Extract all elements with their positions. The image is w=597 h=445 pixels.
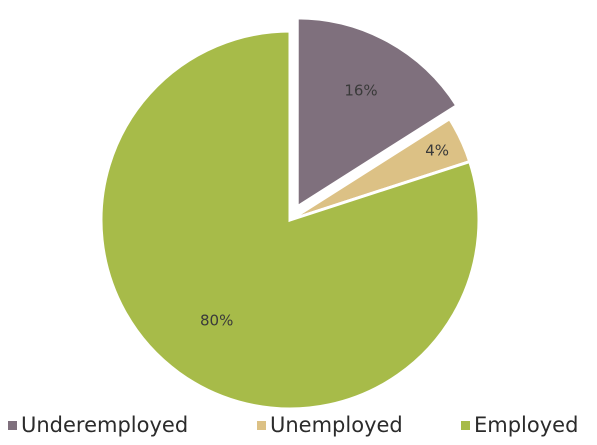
legend-label-unemployed: Unemployed (270, 413, 403, 437)
legend-item-unemployed: Unemployed (257, 413, 403, 437)
legend-item-employed: Employed (461, 413, 578, 437)
legend-label-underemployed: Underemployed (21, 413, 189, 437)
chart-legend: Underemployed Unemployed Employed (0, 413, 597, 443)
data-label-underemployed: 16% (344, 81, 377, 99)
legend-item-underemployed: Underemployed (8, 413, 188, 437)
legend-label-employed: Employed (474, 413, 579, 437)
pie-slice-underemployed (295, 16, 459, 210)
data-label-employed: 80% (200, 311, 233, 329)
data-label-unemployed: 4% (425, 141, 449, 159)
legend-swatch-underemployed (8, 420, 17, 430)
legend-swatch-employed (461, 420, 470, 430)
pie-slice-employed (99, 29, 481, 411)
legend-swatch-unemployed (257, 420, 266, 430)
